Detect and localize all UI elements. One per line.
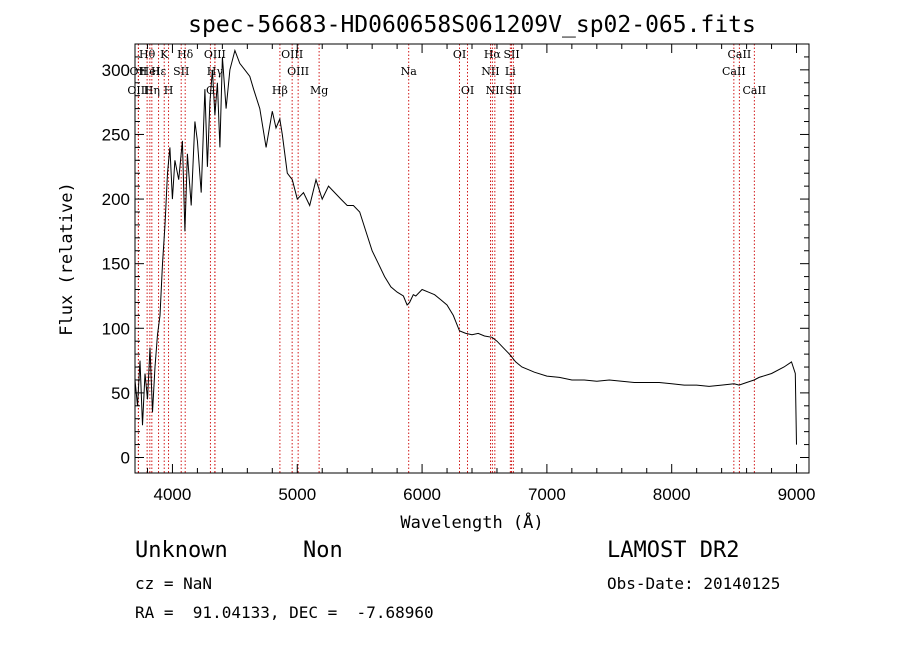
line-marker-label: Mg xyxy=(310,84,328,97)
x-tick-label: 8000 xyxy=(653,485,691,504)
y-tick-label: 100 xyxy=(102,319,130,338)
line-marker-label: Hθ xyxy=(139,48,156,61)
observation-date: Obs-Date: 20140125 xyxy=(607,574,781,593)
line-marker-label: Na xyxy=(401,65,418,78)
y-tick-label: 150 xyxy=(102,255,130,274)
line-marker-label: OII xyxy=(130,65,148,78)
line-marker-label: K xyxy=(160,48,169,61)
x-tick-label: 7000 xyxy=(528,485,566,504)
survey-name: LAMOST DR2 xyxy=(607,538,740,563)
spectrum-line xyxy=(134,48,797,445)
x-axis-label: Wavelength (Å) xyxy=(400,511,543,533)
line-marker-label: CaII xyxy=(742,84,766,97)
y-tick-label: 200 xyxy=(102,190,130,209)
line-marker-label: CaII xyxy=(722,65,746,78)
y-axis-ticks: 0 50 100 150 200 250 300 xyxy=(102,56,809,467)
chart-title: spec-56683-HD060658S061209V_sp02-065.fit… xyxy=(188,12,756,38)
line-marker-label: Hη xyxy=(144,84,160,97)
line-marker-label: OIII xyxy=(281,48,303,61)
line-marker-label: OI xyxy=(453,48,466,61)
y-tick-label: 300 xyxy=(102,61,130,80)
line-marker-label: OIII xyxy=(127,84,149,97)
line-marker-label: OI xyxy=(461,84,474,97)
object-type: Unknown xyxy=(135,538,228,563)
line-marker-label: Hε xyxy=(151,65,167,78)
x-tick-label: 5000 xyxy=(278,485,316,504)
plot-frame xyxy=(134,43,810,474)
line-marker-label: SII xyxy=(503,48,519,61)
x-tick-label: 9000 xyxy=(778,485,816,504)
redshift-value: cz = NaN xyxy=(135,574,213,593)
x-axis-ticks: 4000 5000 6000 7000 8000 9000 xyxy=(146,44,816,504)
y-axis-label: Flux (relative) xyxy=(57,182,77,336)
object-class: Non xyxy=(303,538,343,563)
line-marker-label: Li xyxy=(505,65,516,78)
line-marker-label: Hβ xyxy=(272,84,288,97)
line-marker-label: Hγ xyxy=(207,65,224,78)
line-marker-label: OIII xyxy=(287,65,309,78)
line-marker-label: HeI xyxy=(140,65,160,78)
line-marker-label: H xyxy=(164,84,174,97)
line-marker-label: SII xyxy=(505,84,521,97)
line-markers xyxy=(137,44,755,473)
line-marker-label: Hδ xyxy=(177,48,194,61)
ra-dec-coordinates: RA = 91.04133, DEC = -7.68960 xyxy=(135,603,434,622)
x-tick-label: 6000 xyxy=(403,485,441,504)
line-marker-label: NII xyxy=(486,84,504,97)
line-marker-label: OIII xyxy=(204,48,226,61)
y-tick-label: 50 xyxy=(111,384,130,403)
line-marker-label: NII xyxy=(481,65,499,78)
line-marker-label: CaII xyxy=(728,48,752,61)
y-tick-label: 250 xyxy=(102,125,130,144)
y-tick-label: 0 xyxy=(121,448,130,467)
line-marker-label: SII xyxy=(173,65,189,78)
x-tick-label: 4000 xyxy=(154,485,192,504)
line-marker-label: Hα xyxy=(484,48,502,61)
